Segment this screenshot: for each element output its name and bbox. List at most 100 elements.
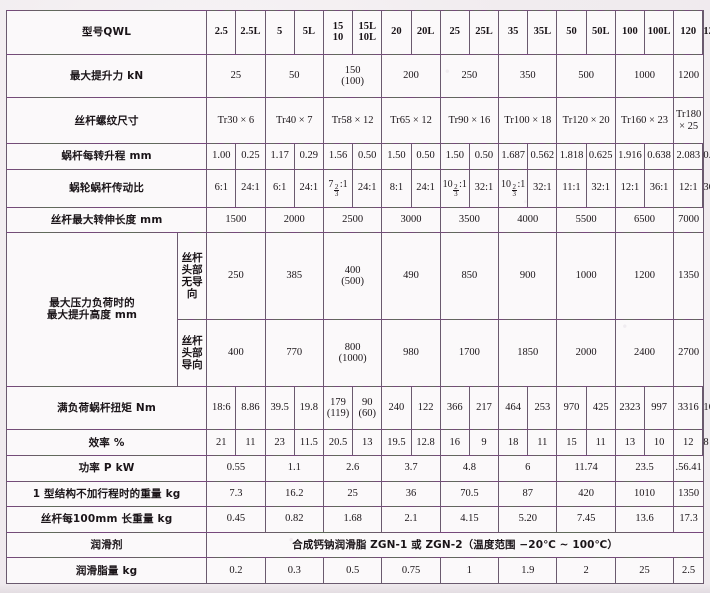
row-label-thread-size: 丝杆螺纹尺寸 <box>5 97 208 145</box>
ratio-cell-10-den: 3 <box>512 190 517 199</box>
lubricant-spec-text: 合成钙钠润滑脂 ZGN-1 或 ZGN-2（温度范围 −20℃ ~ 100℃） <box>206 531 704 559</box>
table-row-max-height-no-guide: 最大压力负荷时的 最大提升高度 mm 丝杆头部无导向 250 385 400 (5… <box>6 232 704 387</box>
grease-amount-cell-8: 2.5 <box>673 557 704 584</box>
table-row-max-travel: 丝杆最大转伸长度 mm 1500 2000 2500 3000 3500 400… <box>5 206 704 234</box>
weight-per-100mm-cell-6: 7.45 <box>556 506 616 533</box>
lead-cell-14: 1.916 <box>614 143 646 170</box>
ratio-cell-15: 36:1 <box>644 168 675 208</box>
lead-cell-6: 1.50 <box>381 143 412 170</box>
thread-size-cell-6: Tr120 × 20 <box>556 97 616 145</box>
ratio-cell-9: 32:1 <box>468 168 500 208</box>
thread-size-cell-4: Tr90 × 16 <box>439 97 500 145</box>
table-row-model: 型号QWL 2.5 2.5L 5 5L 15 10 15L 10L 20 20L 2… <box>5 10 710 55</box>
table-row-thread-size: 丝杆螺纹尺寸 Tr30 × 6 Tr40 × 7 Tr58 × 12 Tr65 … <box>5 97 704 145</box>
torque-cell-7: 122 <box>410 385 441 431</box>
weight-per-100mm-cell-7: 13.6 <box>614 506 675 533</box>
power-cell-6: 11.74 <box>556 455 616 482</box>
torque-cell-4-main: 179 <box>330 396 346 408</box>
lead-cell-4: 1.56 <box>322 143 354 170</box>
max-lift-force-cell-6: 500 <box>556 53 616 99</box>
ratio-cell-16: 12:1 <box>673 168 704 208</box>
model-cell-1: 2.5L <box>235 10 266 55</box>
model-cell-4-bottom: 10 <box>332 32 344 44</box>
ratio-cell-8-suffix: :1 <box>459 178 467 190</box>
ratio-cell-4: 7 2 3:1 <box>322 168 354 208</box>
weight-no-stroke-cell-0: 7.3 <box>206 480 266 508</box>
sublabel-guide: 丝杆头部导向 <box>176 319 208 387</box>
thread-size-cell-2: Tr58 × 12 <box>322 97 383 145</box>
grease-amount-cell-3: 0.75 <box>381 557 441 584</box>
ratio-cell-6: 8:1 <box>381 168 412 208</box>
torque-cell-10: 464 <box>498 385 529 431</box>
efficiency-cell-12: 15 <box>556 429 587 457</box>
row-label-max-travel: 丝杆最大转伸长度 mm <box>5 206 208 234</box>
row-label-model: 型号QWL <box>5 10 208 55</box>
torque-cell-5-paren: (60) <box>358 408 376 420</box>
lead-cell-2: 1.17 <box>264 143 295 170</box>
torque-cell-8: 366 <box>439 385 470 431</box>
torque-cell-4-paren: (119) <box>326 408 350 420</box>
grease-amount-cell-7: 25 <box>614 557 675 584</box>
model-cell-3: 5L <box>293 10 324 55</box>
model-cell-0: 2.5 <box>206 10 237 55</box>
grease-amount-cell-1: 0.3 <box>264 557 324 584</box>
ratio-cell-10: 10 2 3:1 <box>498 168 529 208</box>
model-cell-15: 100L <box>644 10 675 55</box>
lead-cell-16: 2.083 <box>673 143 704 170</box>
table-row-weight-per-100mm: 丝杆每100mm 长重量 kg 0.45 0.82 1.68 2.1 4.15 … <box>5 506 704 533</box>
torque-cell-13: 425 <box>585 385 616 431</box>
thread-size-cell-5: Tr100 × 18 <box>498 97 558 145</box>
max-travel-cell-3: 3000 <box>381 206 441 234</box>
weight-no-stroke-cell-4: 70.5 <box>439 480 500 508</box>
torque-cell-4: 179 (119) <box>322 385 354 431</box>
thread-size-cell-7: Tr160 × 23 <box>614 97 675 145</box>
height-guide-cell-6: 2000 <box>556 319 616 387</box>
model-cell-5-top: 15L <box>358 20 376 32</box>
lead-cell-0: 1.00 <box>206 143 237 170</box>
table-row-weight-no-stroke: 1 型结构不加行程时的重量 kg 7.3 16.2 25 36 70.5 87 … <box>5 480 704 508</box>
height-guide-cell-3: 980 <box>381 319 441 387</box>
table-row-full-load-torque: 满负荷蜗杆扭矩 Nm 18:6 8.86 39.5 19.8 179 (119) … <box>5 385 710 431</box>
height-no-guide-cell-2: 400 (500) <box>322 232 383 321</box>
thread-size-cell-0: Tr30 × 6 <box>206 97 266 145</box>
max-height-label-line1: 最大压力负荷时的 <box>49 297 135 310</box>
model-cell-5-bottom: 10L <box>358 32 376 44</box>
height-no-guide-cell-7: 1200 <box>614 232 675 321</box>
ratio-cell-1: 24:1 <box>235 168 266 208</box>
lead-cell-3: 0.29 <box>293 143 324 170</box>
ratio-cell-8-num: 2 <box>453 182 459 192</box>
weight-no-stroke-cell-6: 420 <box>556 480 616 508</box>
torque-cell-17: 1658 <box>702 385 710 431</box>
torque-cell-12: 970 <box>556 385 587 431</box>
height-no-guide-cell-8: 1350 <box>673 232 704 321</box>
model-cell-7: 20L <box>410 10 441 55</box>
efficiency-cell-8: 16 <box>439 429 470 457</box>
height-guide-cell-8: 2700 <box>673 319 704 387</box>
lead-cell-8: 1.50 <box>439 143 470 170</box>
grease-amount-cell-5: 1.9 <box>498 557 558 584</box>
max-travel-cell-6: 5500 <box>556 206 616 234</box>
grease-amount-cell-0: 0.2 <box>206 557 266 584</box>
table-row-power: 功率 P kW 0.55 1.1 2.6 3.7 4.8 6 11.74 23.… <box>5 455 704 482</box>
ratio-cell-17: 36:1 <box>702 168 710 208</box>
weight-per-100mm-cell-3: 2.1 <box>381 506 441 533</box>
ratio-cell-0: 6:1 <box>206 168 237 208</box>
max-lift-force-cell-3: 200 <box>381 53 441 99</box>
max-lift-force-cell-2: 150 (100) <box>322 53 383 99</box>
efficiency-cell-3: 11.5 <box>293 429 324 457</box>
max-lift-force-cell-8: 1200 <box>673 53 704 99</box>
max-lift-force-cell-7: 1000 <box>614 53 675 99</box>
lead-cell-11: 0.562 <box>527 143 558 170</box>
efficiency-cell-9: 9 <box>468 429 500 457</box>
ratio-cell-10-num: 2 <box>511 182 518 192</box>
lead-cell-10: 1.687 <box>498 143 529 170</box>
ratio-cell-4-num: 2 <box>333 182 340 192</box>
table-row-grease-amount: 润滑脂量 kg 0.2 0.3 0.5 0.75 1 1.9 2 25 2.5 <box>5 557 704 584</box>
efficiency-cell-10: 18 <box>498 429 529 457</box>
efficiency-cell-14: 13 <box>614 429 646 457</box>
ratio-cell-14: 12:1 <box>614 168 646 208</box>
model-cell-6: 20 <box>381 10 412 55</box>
thread-size-cell-1: Tr40 × 7 <box>264 97 324 145</box>
lead-cell-9: 0.50 <box>468 143 500 170</box>
